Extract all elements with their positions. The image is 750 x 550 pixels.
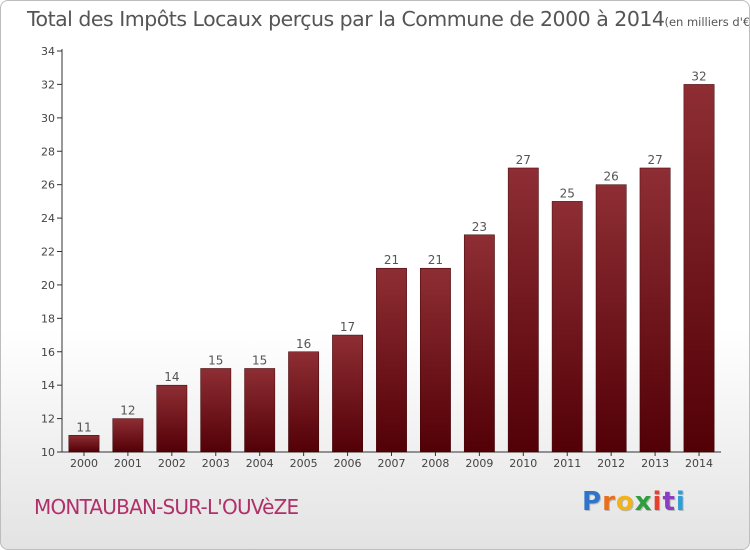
x-axis: 2000 2001 2002 2003 2004 2005 2006 2007 2008 2009… [62,451,721,470]
bar-value-label: 16 [296,337,311,351]
y-tick-label: 20 [41,279,55,292]
proxiti-logo[interactable]: Proxiti [582,487,686,517]
bar [244,368,276,453]
y-tick-label: 30 [41,112,55,125]
x-tick-label: 2014 [685,457,713,470]
bar-value-label: 25 [560,186,575,200]
logo-letter: P [582,487,603,517]
chart-subtitle: (en milliers d'€) [664,15,750,29]
y-tick-label: 10 [41,446,55,459]
y-tick-label: 34 [41,45,55,58]
y-tick-label: 26 [41,179,55,192]
x-tick-label: 2012 [597,457,625,470]
y-tick-label: 12 [41,413,55,426]
x-tick-label: 2008 [421,457,449,470]
bar [376,267,407,453]
x-tick-label: 2006 [334,457,362,470]
bar-value-label: 21 [384,253,399,267]
x-tick-label: 2002 [158,457,186,470]
chart-title: Total des Impôts Locaux perçus par la Co… [27,7,750,31]
bar [288,351,320,453]
x-tick-label: 2005 [290,457,318,470]
chart-title-text: Total des Impôts Locaux perçus par la Co… [27,7,665,31]
y-tick-label: 32 [41,78,55,91]
bar-value-label: 15 [208,353,223,367]
bar-value-label: 32 [691,69,706,83]
bar-value-label: 17 [340,320,355,334]
logo-letter: t [662,487,676,517]
bar-value-label: 15 [252,353,267,367]
y-tick-label: 18 [41,312,55,325]
x-tick-label: 2000 [70,457,98,470]
bar [639,167,671,453]
x-tick-label: 2007 [378,457,406,470]
bar [507,167,539,453]
logo-letter: i [675,487,686,517]
x-tick-label: 2009 [465,457,493,470]
bar-value-label: 27 [647,153,662,167]
y-axis: 10 12 14 16 18 20 22 24 26 28 30 32 34 [41,45,63,459]
bar-value-label: 11 [76,420,91,434]
y-tick-label: 24 [41,212,55,225]
bar [420,267,451,453]
y-tick-label: 28 [41,145,55,158]
logo-letter: o [615,487,635,517]
bar-value-label: 26 [604,170,619,184]
x-tick-label: 2013 [641,457,669,470]
bar [156,384,188,453]
bar-value-label: 27 [516,153,531,167]
x-tick-label: 2010 [509,457,537,470]
bar [551,201,583,453]
x-tick-label: 2004 [246,457,274,470]
bar [595,184,627,453]
bars [68,84,715,453]
bar [112,418,144,453]
y-tick-label: 16 [41,346,55,359]
y-tick-label: 22 [41,246,55,259]
x-tick-label: 2003 [202,457,230,470]
bar-value-label: 12 [120,404,135,418]
bar [683,84,715,453]
value-labels: 11 12 14 15 15 16 17 21 21 23 27 25 26 27 32 [76,69,706,434]
x-tick-label: 2001 [114,457,142,470]
bar [200,368,232,453]
bar [68,435,100,453]
bar-value-label: 23 [472,220,487,234]
logo-letter: r [602,487,616,517]
y-tick-label: 14 [41,379,55,392]
bar [463,234,495,453]
bar-value-label: 21 [428,253,443,267]
logo-letter: i [652,487,663,517]
logo-letter: x [634,487,653,517]
x-tick-label: 2011 [553,457,581,470]
bar-value-label: 14 [164,370,179,384]
bar [332,334,363,453]
commune-name: MONTAUBAN-SUR-L'OUVèZE [34,495,299,519]
